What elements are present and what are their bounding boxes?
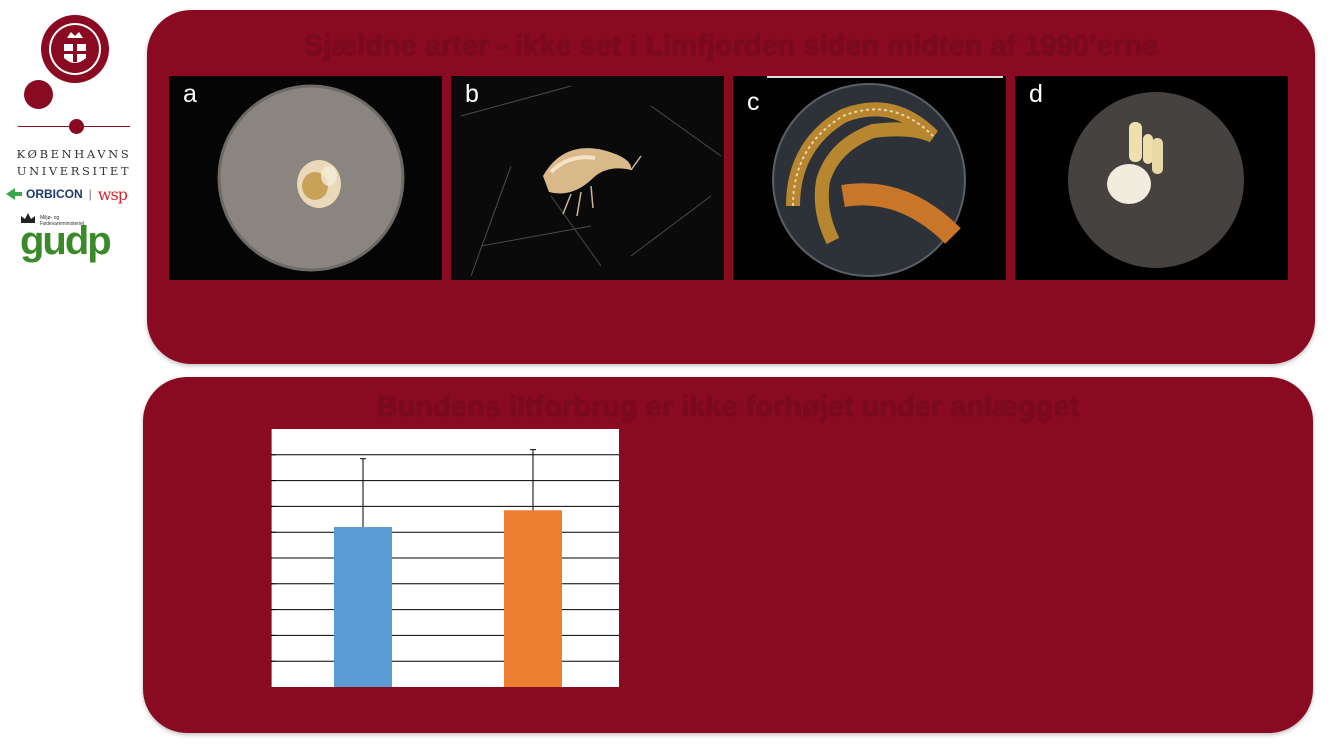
wsp-logo: wsp [97,184,128,204]
specimen-c-image [733,76,1006,280]
university-name-line1: KØBENHAVNS [16,147,132,161]
chart-bars [334,449,562,687]
specimen-photo-c: c [733,76,1006,280]
university-seal-icon [41,15,109,83]
partner-logos: ORBICON | wsp [6,184,128,204]
crown-icon [21,213,35,223]
photo-label-b: b [465,80,479,108]
oxygen-consumption-title: Bundens iltforbrug er ikke forhøjet unde… [376,391,1080,423]
chart-bar-2 [504,510,562,687]
photo-label-c: c [747,88,760,116]
photo-label-a: a [183,80,197,108]
orbicon-arrow-icon [6,188,22,200]
partner-separator: | [88,187,92,201]
rare-species-title: Sjældne arter - ikke set i Limfjorden si… [303,30,1159,62]
specimen-photo-d: d [1015,76,1288,280]
gudp-logo: gudp [20,219,112,263]
specimen-a-image [169,76,442,280]
specimen-photo-b: b [451,76,724,280]
chart-gridlines [271,454,619,662]
logo-sidebar: KØBENHAVNS UNIVERSITET ORBICON | wsp Mil… [0,0,140,270]
photo-label-d: d [1029,80,1043,108]
decorative-dot-small [69,119,84,134]
specimen-b-image [451,76,724,280]
specimen-d-image [1015,76,1288,280]
university-name-line2: UNIVERSITET [16,164,132,178]
oxygen-consumption-chart [271,429,619,687]
specimen-photo-a: a [169,76,442,280]
decorative-dot-large [24,80,53,109]
chart-bar-1 [334,527,392,687]
orbicon-logo: ORBICON [26,187,83,201]
ministry-name: Miljø- og Fødevareministeriet [40,215,85,227]
